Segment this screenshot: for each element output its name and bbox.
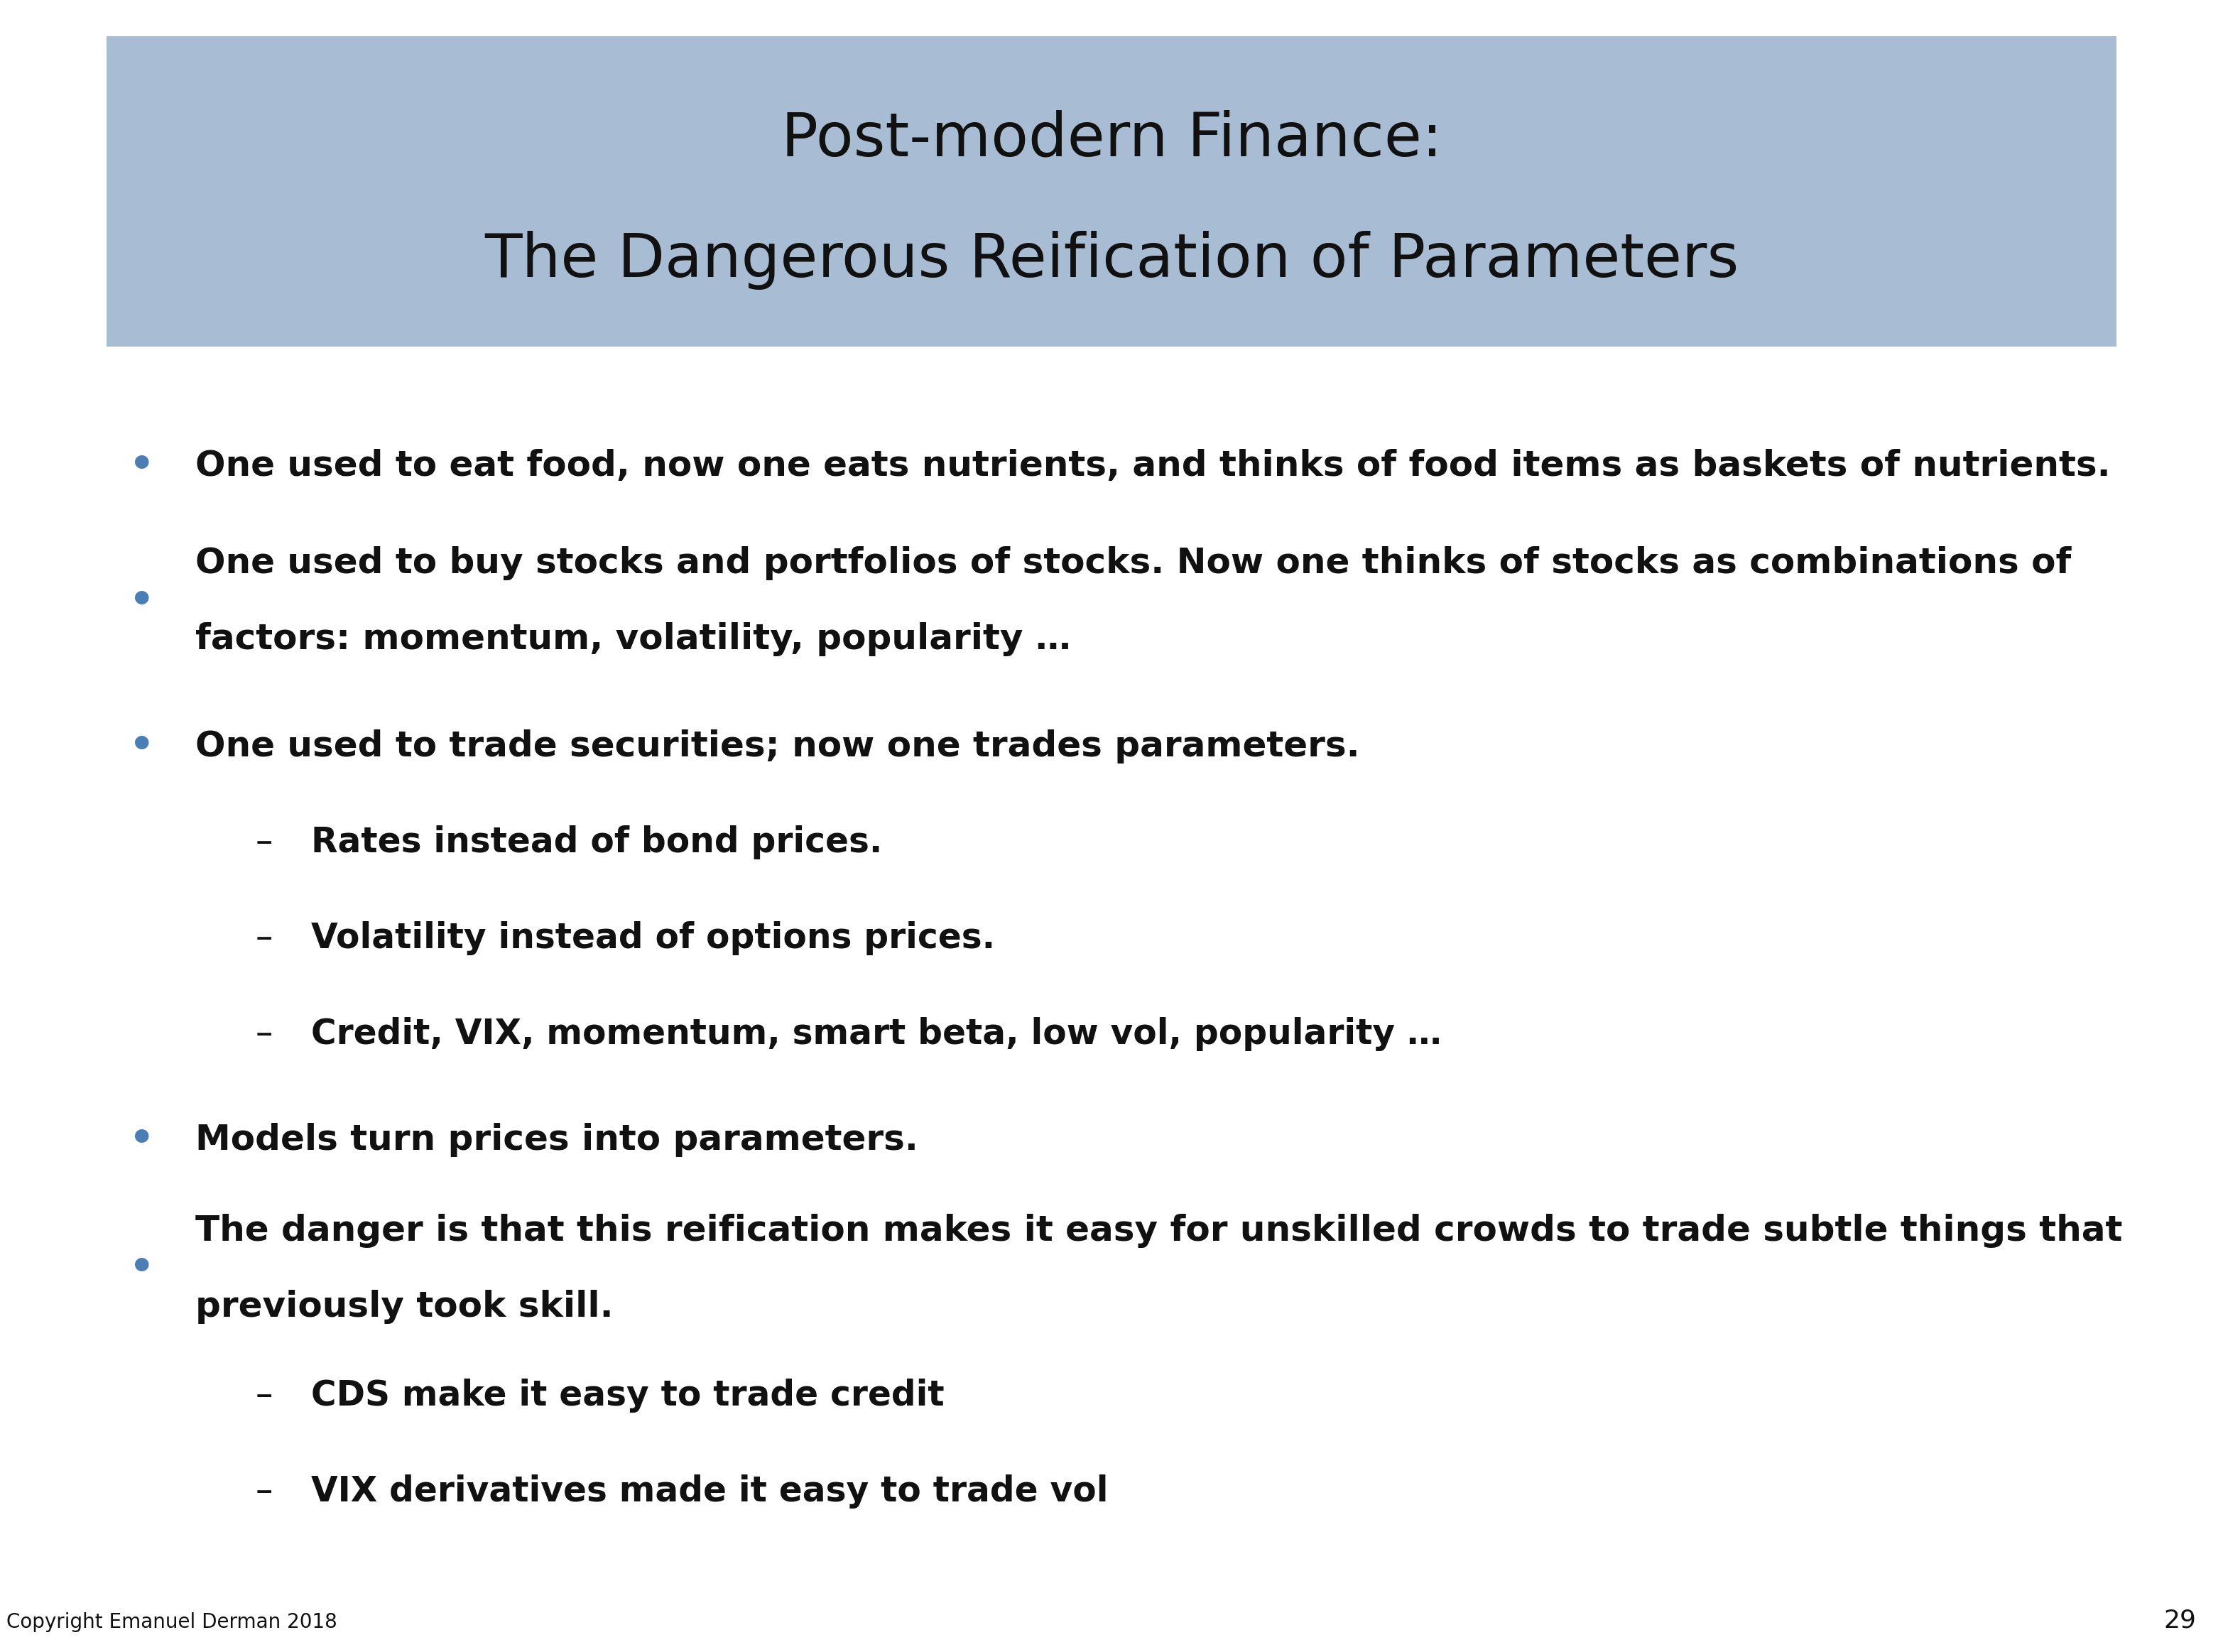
Text: previously took skill.: previously took skill. [196, 1290, 614, 1323]
Text: The Dangerous Reification of Parameters: The Dangerous Reification of Parameters [485, 231, 1738, 289]
Text: Credit, VIX, momentum, smart beta, low vol, popularity …: Credit, VIX, momentum, smart beta, low v… [311, 1018, 1443, 1051]
Text: Rates instead of bond prices.: Rates instead of bond prices. [311, 826, 883, 859]
Text: –: – [256, 1018, 273, 1051]
Text: factors: momentum, volatility, popularity …: factors: momentum, volatility, popularit… [196, 623, 1071, 656]
Text: –: – [256, 826, 273, 859]
Text: •: • [129, 1120, 153, 1160]
Text: –: – [256, 1379, 273, 1412]
Text: CDS make it easy to trade credit: CDS make it easy to trade credit [311, 1379, 945, 1412]
Text: The danger is that this reification makes it easy for unskilled crowds to trade : The danger is that this reification make… [196, 1214, 2123, 1247]
FancyBboxPatch shape [107, 36, 2116, 347]
Text: –: – [256, 922, 273, 955]
Text: •: • [129, 582, 153, 621]
Text: •: • [129, 1249, 153, 1289]
Text: 29: 29 [2163, 1607, 2196, 1632]
Text: Post-modern Finance:: Post-modern Finance: [780, 109, 1443, 169]
Text: One used to eat food, now one eats nutrients, and thinks of food items as basket: One used to eat food, now one eats nutri… [196, 449, 2112, 482]
Text: Copyright Emanuel Derman 2018: Copyright Emanuel Derman 2018 [7, 1612, 338, 1632]
Text: –: – [256, 1475, 273, 1508]
Text: One used to buy stocks and portfolios of stocks. Now one thinks of stocks as com: One used to buy stocks and portfolios of… [196, 547, 2072, 580]
Text: One used to trade securities; now one trades parameters.: One used to trade securities; now one tr… [196, 730, 1360, 763]
Text: •: • [129, 727, 153, 767]
Text: Models turn prices into parameters.: Models turn prices into parameters. [196, 1123, 918, 1156]
Text: VIX derivatives made it easy to trade vol: VIX derivatives made it easy to trade vo… [311, 1475, 1109, 1508]
Text: •: • [129, 446, 153, 486]
Text: Volatility instead of options prices.: Volatility instead of options prices. [311, 922, 996, 955]
